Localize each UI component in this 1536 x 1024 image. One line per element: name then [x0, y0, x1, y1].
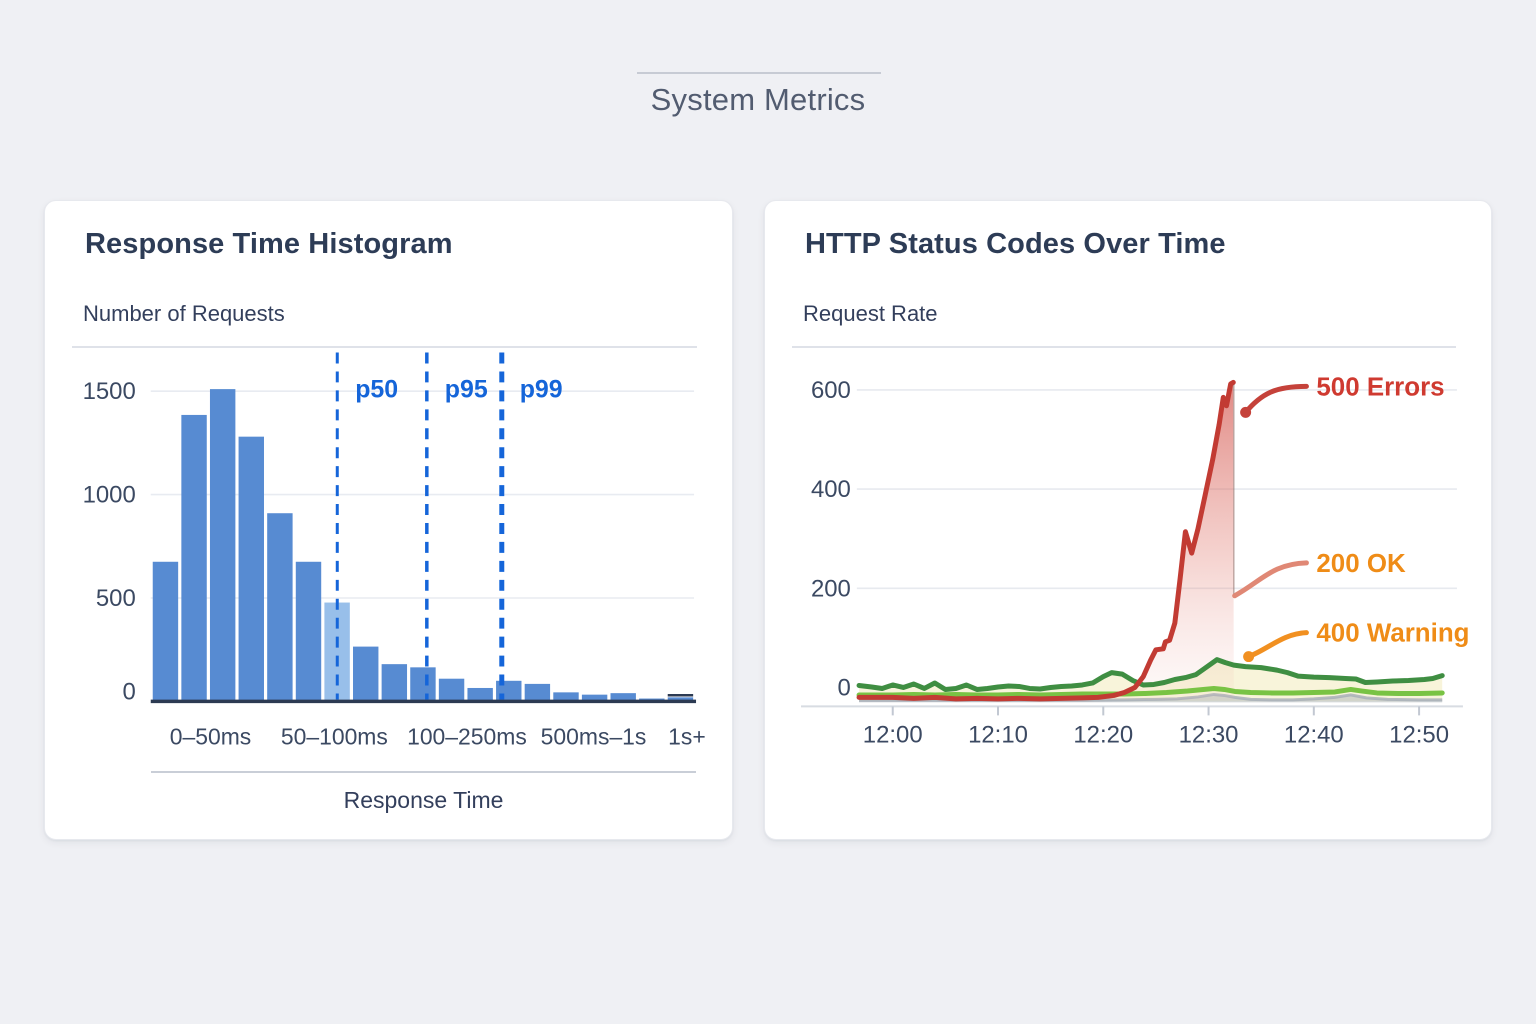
errors-series-area	[1108, 382, 1234, 700]
histogram-x-tick-labels: 0–50ms 50–100ms 100–250ms 500ms–1s 1s+	[170, 723, 706, 749]
y-tick-label: 200	[811, 575, 851, 602]
histogram-bar	[381, 664, 408, 702]
histogram-y-axis-label: Number of Requests	[83, 301, 285, 326]
warning-series-line	[856, 685, 1445, 698]
annotation-500-errors: 500 Errors	[1240, 373, 1445, 418]
histogram-bar	[324, 602, 350, 702]
percentile-label-p99: p99	[520, 375, 563, 403]
y-tick-label: 1500	[83, 378, 136, 405]
y-tick-label: 500	[96, 585, 136, 612]
histogram-bar	[410, 667, 436, 702]
histogram-bars	[152, 389, 694, 702]
card-response-time-histogram: Response Time Histogram Number of Reques…	[44, 200, 733, 840]
header-divider	[637, 72, 881, 74]
percentile-marker-p95: p95	[425, 352, 488, 700]
status-x-ticks: 12:00 12:10 12:20 12:30 12:40 12:50	[863, 706, 1449, 748]
status-y-axis-label: Request Rate	[803, 301, 938, 326]
y-tick-label: 0	[122, 678, 135, 705]
status-gridlines	[856, 389, 1457, 590]
histogram-bar	[353, 646, 379, 702]
annotation-dot	[1240, 406, 1252, 418]
percentile-label-p50: p50	[355, 375, 398, 403]
y-tick-label: 400	[811, 476, 851, 503]
x-tick-label: 1s+	[668, 723, 706, 749]
histogram-bar	[438, 678, 465, 702]
page-title: System Metrics	[650, 82, 866, 117]
histogram-bar	[610, 693, 636, 702]
x-tick-label: 50–100ms	[281, 723, 388, 749]
x-tick-label: 12:50	[1389, 721, 1449, 748]
histogram-footer-divider	[151, 771, 696, 773]
annotation-label: 200 OK	[1316, 550, 1406, 578]
histogram-bar	[295, 561, 322, 702]
x-tick-label: 12:40	[1284, 721, 1344, 748]
x-tick-label: 12:30	[1179, 721, 1239, 748]
x-tick-label: 0–50ms	[170, 723, 252, 749]
histogram-bar	[467, 687, 493, 702]
x-tick-label: 12:20	[1073, 721, 1133, 748]
errors-series-line	[856, 379, 1236, 702]
x-tick-label: 100–250ms	[407, 723, 527, 749]
x-tick-label: 500ms–1s	[541, 723, 647, 749]
histogram-card-title: Response Time Histogram	[85, 228, 453, 260]
status-header-divider	[792, 346, 1456, 348]
histogram-bar	[553, 692, 579, 702]
card-http-status-codes: HTTP Status Codes Over Time Request Rate…	[764, 200, 1492, 840]
annotation-200-ok: 200 OK	[1232, 550, 1406, 599]
x-tick-label: 12:10	[968, 721, 1028, 748]
response-time-histogram-chart: 0 500 1000 1500 p50 p95 p99 0–50ms 50–100ms 100–2…	[83, 352, 706, 749]
histogram-header-divider	[72, 346, 697, 348]
histogram-bar	[581, 694, 608, 702]
histogram-bar	[209, 389, 236, 702]
x-tick-label: 12:00	[863, 721, 923, 748]
percentile-label-p95: p95	[445, 375, 488, 403]
histogram-bar	[524, 683, 551, 702]
gray-series-line	[859, 692, 1443, 702]
annotation-label: 400 Warning	[1316, 620, 1469, 648]
annotation-connector	[1232, 560, 1309, 599]
ok-series-line	[856, 657, 1445, 692]
annotation-connector	[1243, 383, 1309, 415]
annotation-label: 500 Errors	[1316, 373, 1444, 401]
annotation-connector	[1246, 630, 1309, 660]
histogram-bar	[181, 414, 207, 702]
status-card-title: HTTP Status Codes Over Time	[805, 228, 1226, 260]
y-tick-label: 600	[811, 377, 851, 404]
histogram-bar	[667, 697, 694, 702]
annotation-dot	[1243, 651, 1255, 663]
percentile-marker-p50: p50	[335, 352, 398, 700]
histogram-bar	[152, 561, 179, 702]
y-tick-label: 1000	[83, 482, 136, 509]
histogram-y-tick-labels: 0 500 1000 1500	[83, 378, 136, 705]
y-tick-label: 0	[838, 674, 851, 701]
http-status-codes-chart: 0 200 400 600 12:00 12:10 12:20 12:30 12:40 12:50…	[801, 373, 1469, 748]
histogram-x-axis-label: Response Time	[343, 787, 504, 813]
annotation-400-warning: 400 Warning	[1243, 620, 1469, 663]
status-y-tick-labels: 0 200 400 600	[811, 377, 851, 702]
histogram-bar	[267, 513, 293, 702]
percentile-marker-p99: p99	[499, 352, 563, 700]
histogram-bar	[238, 436, 264, 702]
